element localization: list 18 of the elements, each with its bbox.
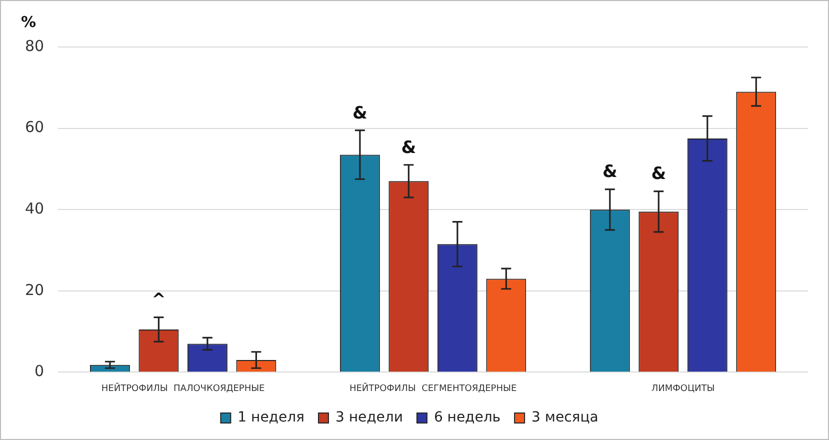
legend-label: 3 месяца <box>532 410 598 426</box>
legend-label: 1 неделя <box>238 410 304 426</box>
data-label: & <box>352 103 368 124</box>
y-tick-label: 20 <box>24 280 44 299</box>
legend-label: 3 недели <box>335 410 403 426</box>
data-label: & <box>602 162 618 182</box>
y-tick-label: 40 <box>24 199 44 218</box>
data-label: & <box>651 164 666 184</box>
y-tick-label: 0 <box>34 362 44 380</box>
y-axis-title: % <box>21 12 36 31</box>
data-label: ^ <box>152 290 166 310</box>
legend-label: 6 недель <box>434 410 501 426</box>
x-tick-label: НЕЙТРОФИЛЫ ПАЛОЧКОЯДЕРНЫЕ <box>101 382 266 394</box>
y-tick-label: 80 <box>24 36 44 55</box>
y-tick-label: 60 <box>24 118 44 136</box>
x-tick-label: НЕЙТРОФИЛЫ СЕГМЕНТОЯДЕРНЫЕ <box>349 382 517 394</box>
x-tick-label: ЛИМФОЦИТЫ <box>651 384 715 394</box>
data-label: & <box>401 138 416 158</box>
